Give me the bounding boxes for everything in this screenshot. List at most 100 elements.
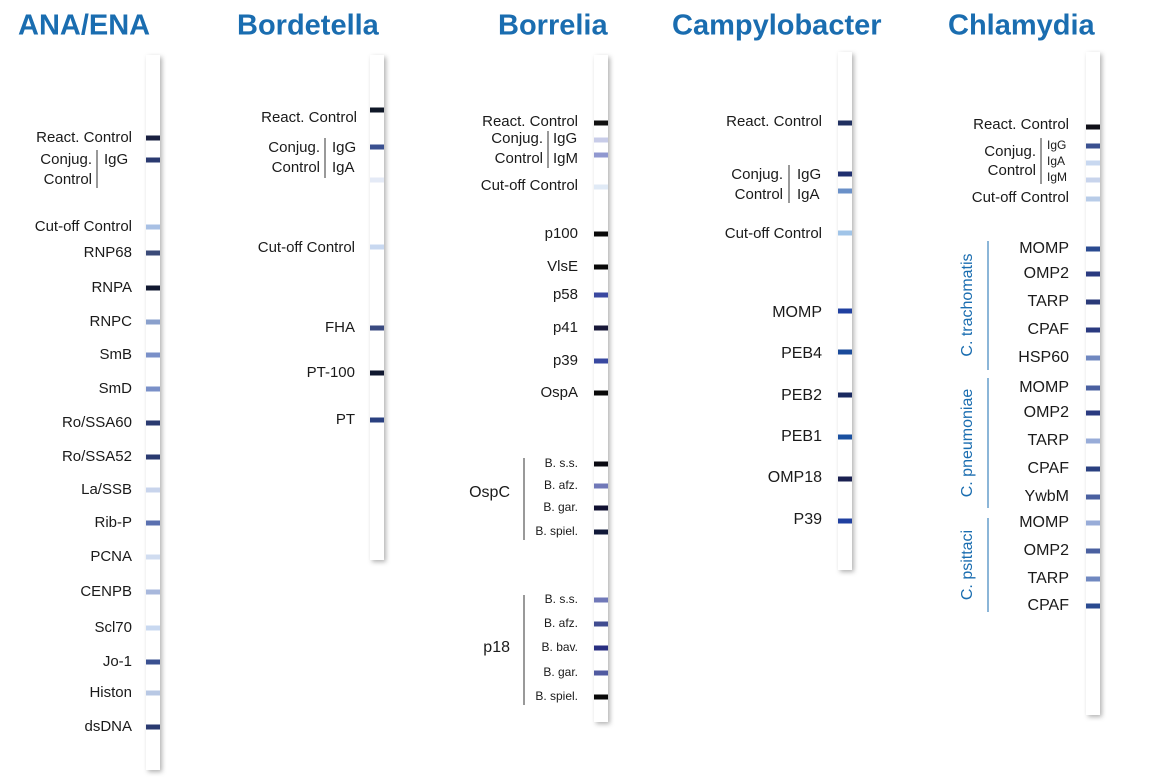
band — [146, 224, 160, 230]
band-label: YwbM — [1025, 488, 1069, 505]
band-label: Control — [988, 162, 1036, 179]
band-label: IgG — [553, 130, 577, 147]
band-label: PEB1 — [781, 428, 822, 445]
band — [146, 589, 160, 595]
band — [1086, 246, 1100, 252]
band — [838, 188, 852, 194]
band — [146, 386, 160, 392]
band — [1086, 327, 1100, 333]
band — [594, 529, 608, 535]
band — [146, 625, 160, 631]
band-label: MOMP — [1019, 240, 1069, 257]
band-label: IgG — [332, 139, 356, 156]
band — [594, 597, 608, 603]
band-label: React. Control — [482, 113, 578, 130]
band-label: MOMP — [1019, 514, 1069, 531]
band — [838, 171, 852, 177]
band-label: PEB2 — [781, 387, 822, 404]
band-label: IgM — [1047, 170, 1067, 184]
band-label: IgA — [332, 159, 355, 176]
band-label: CPAF — [1028, 597, 1070, 614]
band — [370, 107, 384, 113]
band — [594, 621, 608, 627]
band — [838, 476, 852, 482]
band — [370, 325, 384, 331]
band — [594, 645, 608, 651]
group-label: C. psittaci — [959, 530, 976, 600]
band-label: OMP2 — [1024, 542, 1069, 559]
panel-title: Bordetella — [237, 10, 380, 42]
band-label: Cut-off Control — [725, 225, 822, 242]
band — [146, 135, 160, 141]
band — [838, 434, 852, 440]
panel-title: Chlamydia — [948, 10, 1096, 42]
band — [594, 694, 608, 700]
strip — [1086, 52, 1100, 715]
band — [1086, 603, 1100, 609]
band-label: CPAF — [1028, 321, 1070, 338]
band-label: Ro/SSA52 — [62, 448, 132, 465]
band-label: RNP68 — [84, 244, 132, 261]
band-label: MOMP — [1019, 379, 1069, 396]
band-label: IgA — [1047, 154, 1065, 168]
band — [594, 483, 608, 489]
band — [594, 231, 608, 237]
band — [146, 285, 160, 291]
band-label: IgG — [104, 151, 128, 168]
band-label: PT — [336, 411, 355, 428]
band-label: B. s.s. — [545, 592, 578, 606]
band-label: p39 — [553, 352, 578, 369]
strip — [594, 55, 608, 722]
band-label: IgA — [797, 186, 820, 203]
band — [838, 392, 852, 398]
band — [1086, 355, 1100, 361]
band-label: Conjug. — [268, 139, 320, 156]
band — [594, 390, 608, 396]
band — [594, 358, 608, 364]
band — [146, 487, 160, 493]
band — [146, 554, 160, 560]
band-label: React. Control — [726, 113, 822, 130]
band-label: Conjug. — [491, 130, 543, 147]
band-label: dsDNA — [84, 718, 132, 735]
band-label: p58 — [553, 286, 578, 303]
band — [1086, 196, 1100, 202]
band — [838, 308, 852, 314]
band-label: B. spiel. — [535, 524, 578, 538]
band-label: React. Control — [261, 109, 357, 126]
band-label: p100 — [545, 225, 578, 242]
band — [146, 659, 160, 665]
band — [1086, 271, 1100, 277]
band — [1086, 576, 1100, 582]
band-label: CPAF — [1028, 460, 1070, 477]
band-label: OspC — [469, 484, 510, 501]
band-label: Jo-1 — [103, 653, 132, 670]
panel-title: Borrelia — [498, 10, 608, 42]
band — [1086, 124, 1100, 130]
band-label: IgG — [1047, 138, 1066, 152]
band-label: VlsE — [547, 258, 578, 275]
band — [370, 244, 384, 250]
band — [146, 420, 160, 426]
band — [1086, 177, 1100, 183]
band-label: OspA — [540, 384, 578, 401]
group-label: C. pneumoniae — [959, 389, 976, 498]
band-label: B. spiel. — [535, 689, 578, 703]
band-label: B. afz. — [544, 616, 578, 630]
band — [1086, 494, 1100, 500]
band — [838, 518, 852, 524]
band — [838, 349, 852, 355]
band-label: Rib-P — [94, 514, 132, 531]
band — [1086, 548, 1100, 554]
band-label: OMP2 — [1024, 404, 1069, 421]
band-label: TARP — [1028, 293, 1069, 310]
strip — [370, 55, 384, 560]
band-label: FHA — [325, 319, 355, 336]
band — [1086, 160, 1100, 166]
band-label: MOMP — [772, 304, 822, 321]
band — [146, 319, 160, 325]
band-label: Ro/SSA60 — [62, 414, 132, 431]
band-label: IgG — [797, 166, 821, 183]
band — [370, 144, 384, 150]
band — [146, 454, 160, 460]
